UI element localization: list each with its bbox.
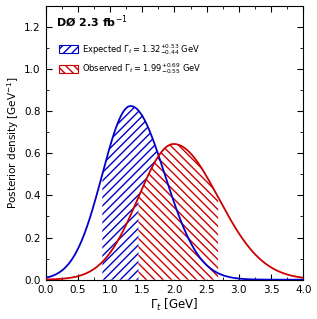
Y-axis label: Posterior density [GeV$^{-1}$]: Posterior density [GeV$^{-1}$] <box>6 76 21 209</box>
X-axis label: $\Gamma_t$ [GeV]: $\Gamma_t$ [GeV] <box>150 297 199 314</box>
Text: DØ 2.3 fb$^{-1}$: DØ 2.3 fb$^{-1}$ <box>56 14 128 30</box>
Legend: Expected $\Gamma_t = 1.32^{+0.53}_{-0.44}$ GeV, Observed $\Gamma_t = 1.99^{+0.69: Expected $\Gamma_t = 1.32^{+0.53}_{-0.44… <box>56 39 204 79</box>
